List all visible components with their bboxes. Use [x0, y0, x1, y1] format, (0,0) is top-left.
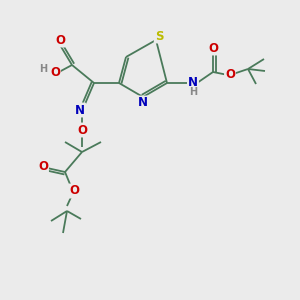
Text: N: N: [188, 76, 198, 89]
Text: O: O: [208, 41, 218, 55]
Text: O: O: [69, 184, 79, 197]
Text: N: N: [75, 103, 85, 116]
Text: O: O: [50, 65, 60, 79]
Text: N: N: [138, 97, 148, 110]
Text: O: O: [77, 124, 87, 136]
Text: S: S: [155, 29, 163, 43]
Text: H: H: [189, 87, 197, 97]
Text: O: O: [38, 160, 48, 172]
Text: O: O: [55, 34, 65, 46]
Text: O: O: [225, 68, 235, 82]
Text: H: H: [39, 64, 47, 74]
